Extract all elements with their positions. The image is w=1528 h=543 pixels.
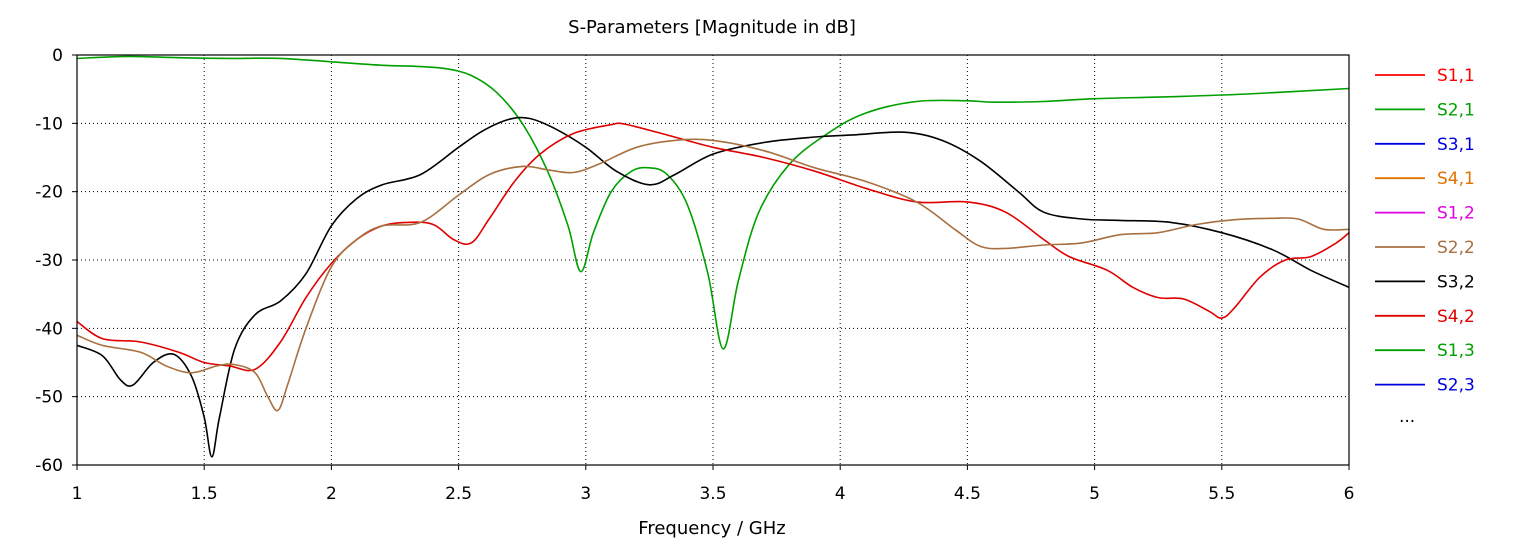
series-line-s2-2 (76, 138, 1350, 412)
series-layer (76, 55, 1350, 458)
legend-item: S1,2 (1375, 204, 1475, 224)
legend-label: S1,3 (1437, 341, 1475, 361)
legend-more: ... (1399, 407, 1415, 427)
x-axis-label: Frequency / GHz (638, 518, 785, 539)
legend-label: S2,3 (1437, 376, 1475, 396)
y-tick-label: -60 (35, 456, 63, 476)
x-tick-label: 2.5 (445, 484, 472, 504)
legend-item: S1,3 (1375, 341, 1475, 361)
legend: S1,1 S2,1 S3,1 S4,1 S1,2 S2,2 S3,2 S4,2 S1,3 S2,3… (1375, 66, 1475, 427)
legend-label: S3,1 (1437, 135, 1475, 155)
x-tick-label: 2 (326, 484, 337, 504)
legend-item: S2,3 (1375, 376, 1475, 396)
legend-item: S2,1 (1375, 100, 1475, 120)
series-line-s2-1 (76, 55, 1350, 350)
legend-item: S4,2 (1375, 307, 1475, 327)
y-axis-ticks: 0 -10 -20 -30 -40 -50 -60 (35, 46, 77, 476)
legend-label: S1,2 (1437, 204, 1475, 224)
x-tick-label: 4 (835, 484, 846, 504)
legend-label: S2,1 (1437, 100, 1475, 120)
x-tick-label: 3 (580, 484, 591, 504)
x-tick-label: 3.5 (699, 484, 726, 504)
legend-label: S4,2 (1437, 307, 1475, 327)
y-tick-label: -10 (35, 114, 63, 134)
y-tick-label: -20 (35, 183, 63, 203)
legend-label: S2,2 (1437, 238, 1475, 258)
x-axis-ticks: 1 1.5 2 2.5 3 3.5 4 4.5 5 5.5 6 (72, 465, 1355, 504)
series-line-s3-2 (76, 116, 1350, 458)
legend-label: S4,1 (1437, 169, 1475, 189)
legend-item: S4,1 (1375, 169, 1475, 189)
y-tick-label: -50 (35, 388, 63, 408)
legend-label: S3,2 (1437, 272, 1475, 292)
legend-item: S1,1 (1375, 66, 1475, 86)
x-tick-label: 4.5 (954, 484, 981, 504)
grid (77, 55, 1349, 465)
x-tick-label: 5.5 (1208, 484, 1235, 504)
x-tick-label: 6 (1344, 484, 1355, 504)
y-tick-label: 0 (52, 46, 63, 66)
legend-item: S3,1 (1375, 135, 1475, 155)
chart-title: S-Parameters [Magnitude in dB] (568, 17, 856, 38)
y-tick-label: -40 (35, 319, 63, 339)
x-tick-label: 1.5 (191, 484, 218, 504)
x-tick-label: 5 (1089, 484, 1100, 504)
x-tick-label: 1 (72, 484, 83, 504)
legend-label: S1,1 (1437, 66, 1475, 86)
legend-item: S2,2 (1375, 238, 1475, 258)
series-line-s4-2 (76, 122, 1350, 372)
y-tick-label: -30 (35, 251, 63, 271)
legend-item: S3,2 (1375, 272, 1475, 292)
